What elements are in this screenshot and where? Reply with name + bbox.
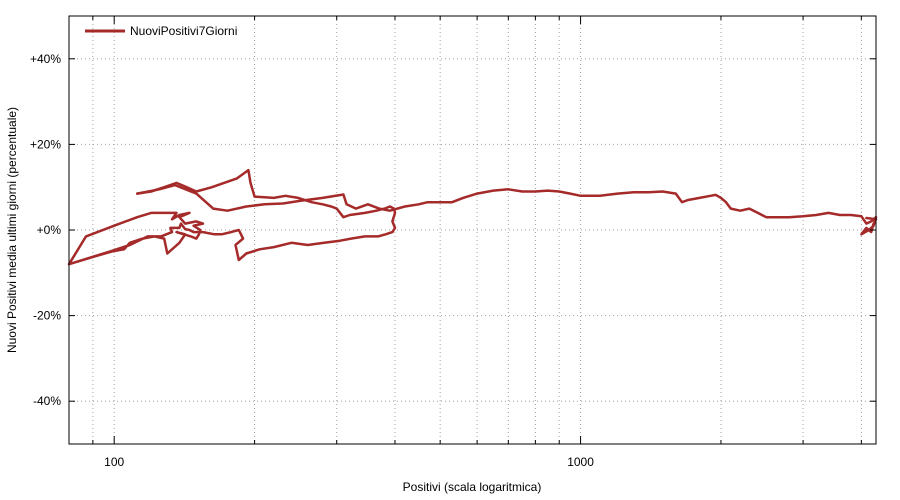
y-tick-label: +0% <box>37 223 62 237</box>
legend: NuoviPositivi7Giorni <box>85 24 237 38</box>
y-tick-label: +20% <box>30 137 61 151</box>
x-tick-label: 100 <box>104 455 124 469</box>
series-line-1 <box>135 183 878 236</box>
y-tick-label: -20% <box>33 309 61 323</box>
tick-labels: -40% -20% +0% +20% +40% 100 1000 <box>30 52 594 469</box>
x-tick-label: 1000 <box>567 455 594 469</box>
y-axis-title: Nuovi Positivi media ultimi giorni (perc… <box>5 107 19 353</box>
y-tick-label: -40% <box>33 394 61 408</box>
legend-label: NuoviPositivi7Giorni <box>130 24 237 38</box>
x-axis-title: Positivi (scala logaritmica) <box>403 480 542 494</box>
series-line-0 <box>67 168 397 266</box>
tick-marks <box>69 16 876 444</box>
grid <box>69 16 876 444</box>
series-layer <box>67 168 878 266</box>
y-tick-label: +40% <box>30 52 61 66</box>
